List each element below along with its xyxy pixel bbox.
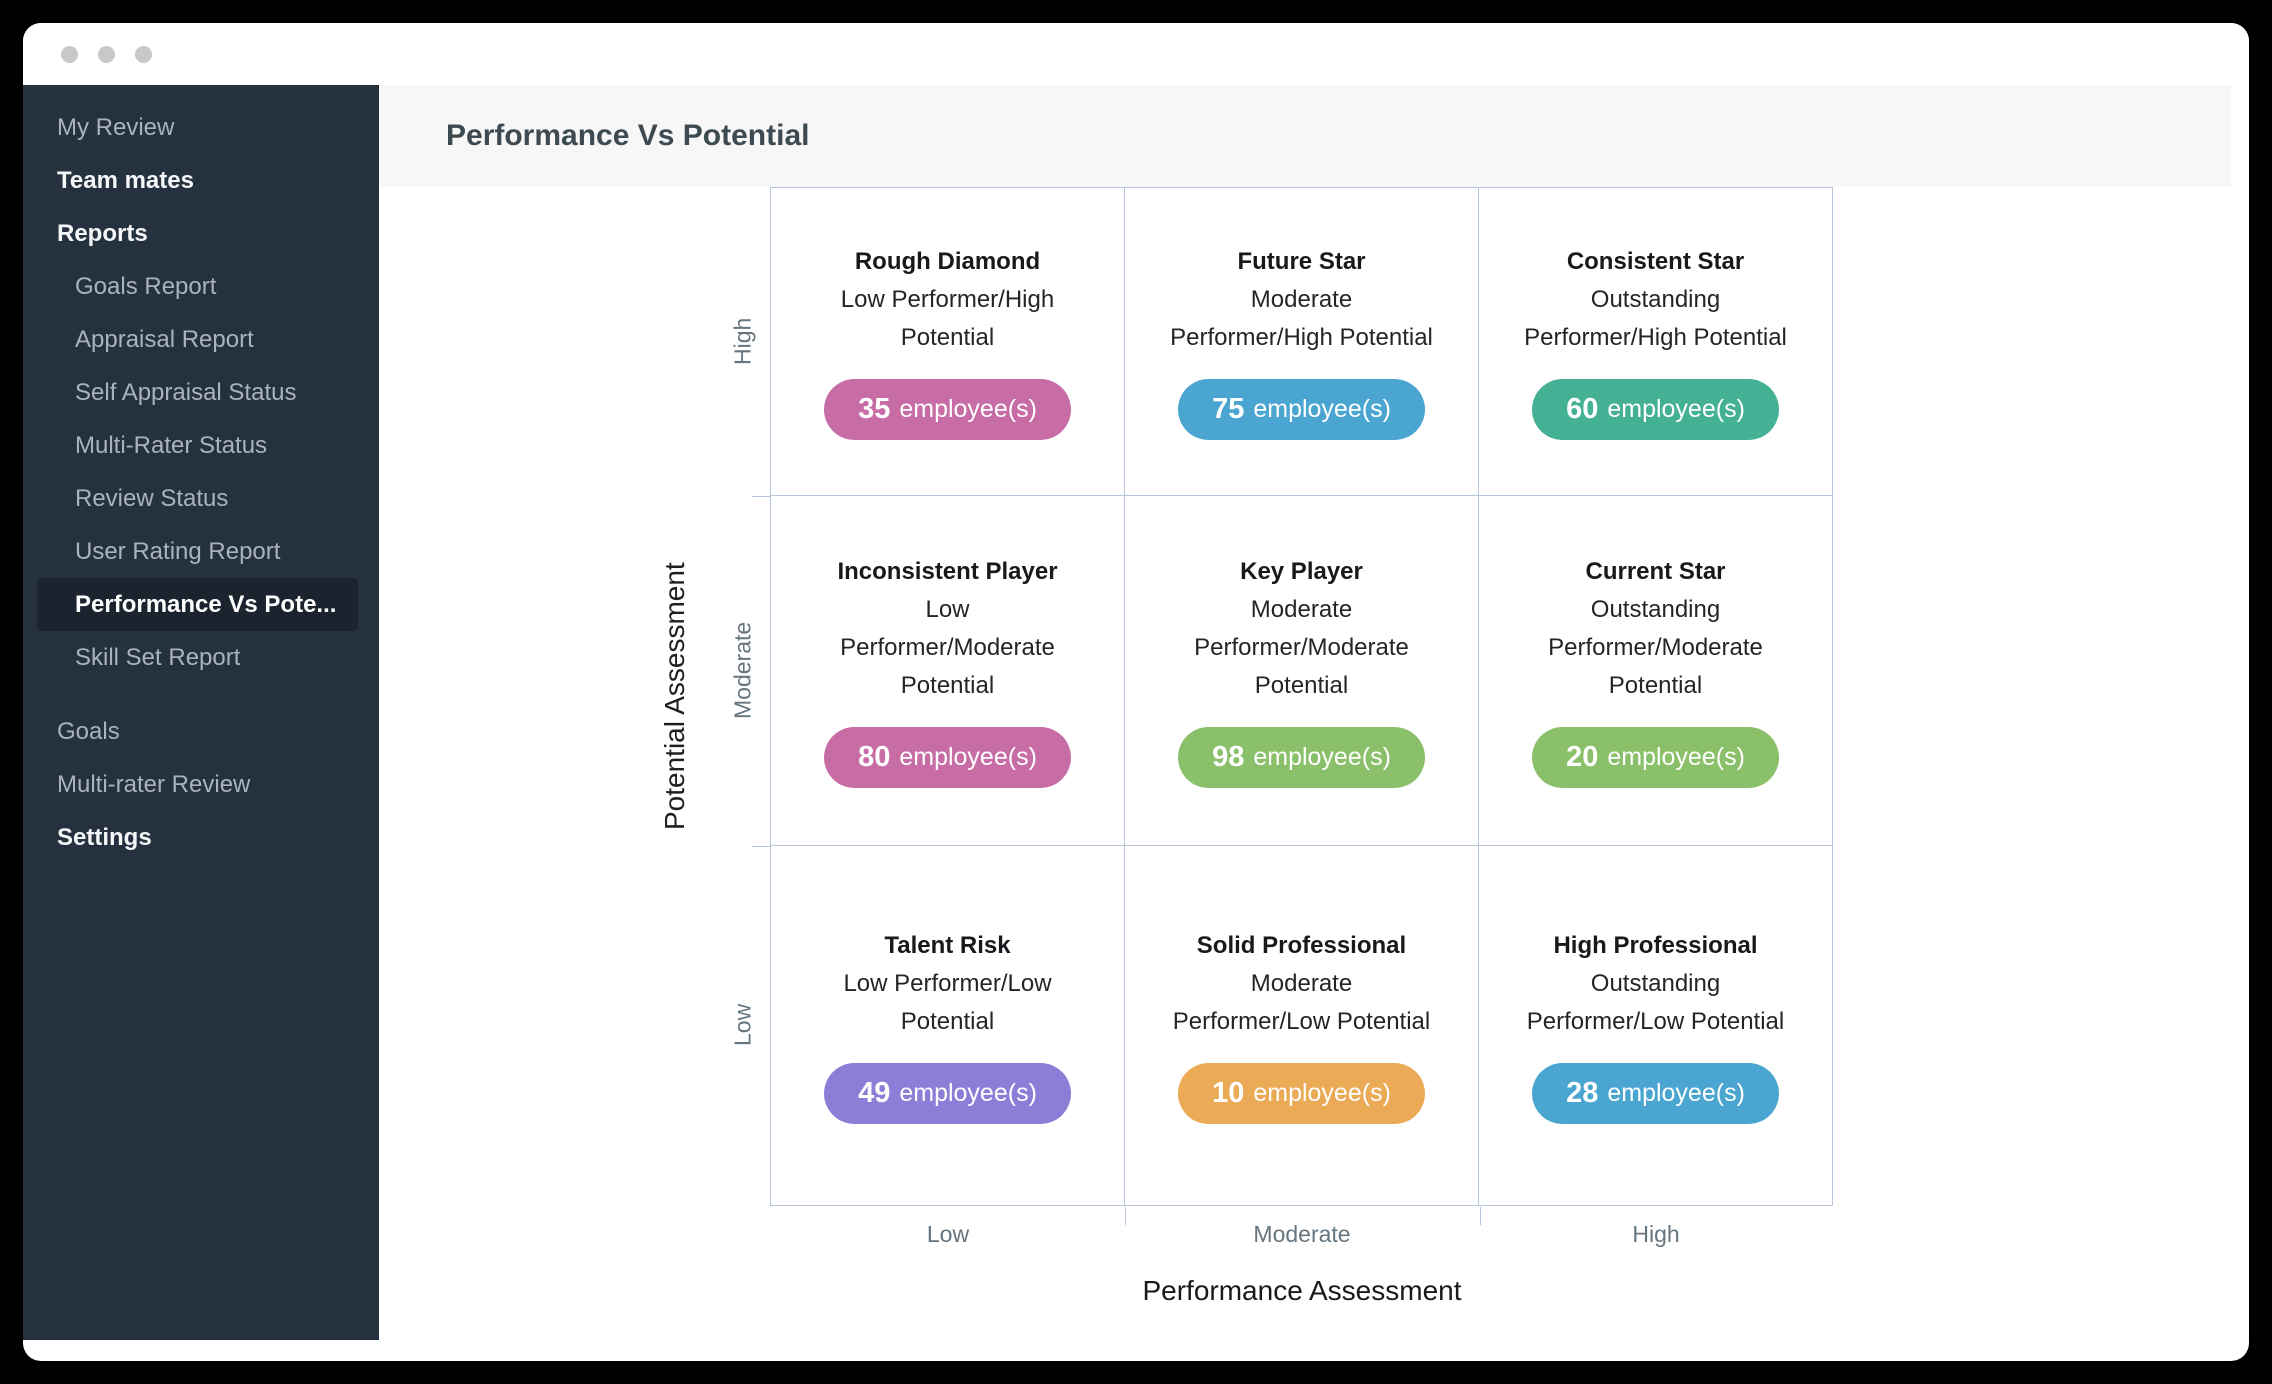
cell-title: Talent Risk xyxy=(884,932,1011,959)
sidebar: My Review Team mates Reports Goals Repor… xyxy=(23,85,379,1340)
x-tick-moderate: Moderate xyxy=(1253,1221,1351,1247)
row-tick xyxy=(752,496,770,497)
x-tick-high: High xyxy=(1632,1221,1680,1247)
col-tick xyxy=(1125,1207,1126,1225)
sidebar-item-team-mates[interactable]: Team mates xyxy=(57,167,194,194)
cell-title: Solid Professional xyxy=(1196,932,1407,959)
cell-title: Current Star xyxy=(1585,558,1726,585)
window-control-dot-zoom[interactable] xyxy=(135,45,152,63)
matrix-grid: Rough Diamond Low Performer/High Potenti… xyxy=(752,187,1833,1225)
cell-subtitle: Outstanding Performer/High Potential xyxy=(1524,286,1787,351)
cell-title: Rough Diamond xyxy=(854,248,1041,275)
cell-title: Future Star xyxy=(1237,248,1366,275)
employee-count-pill[interactable]: 20 employee(s) xyxy=(1532,727,1779,788)
employee-count: 10 xyxy=(1212,1077,1245,1109)
x-tick-low: Low xyxy=(926,1221,970,1247)
y-tick-high: High xyxy=(729,317,756,365)
employee-count-pill[interactable]: 60 employee(s) xyxy=(1532,379,1779,440)
sidebar-item-reports[interactable]: Reports xyxy=(57,220,148,247)
sidebar-item-self-appraisal-status[interactable]: Self Appraisal Status xyxy=(75,379,297,406)
cell-subtitle: Moderate Performer/High Potential xyxy=(1170,286,1433,351)
app-body: My Review Team mates Reports Goals Repor… xyxy=(23,85,2231,1340)
employee-count-pill[interactable]: 49 employee(s) xyxy=(824,1063,1071,1124)
window-titlebar xyxy=(23,23,2249,85)
row-tick xyxy=(752,846,770,847)
sidebar-item-settings[interactable]: Settings xyxy=(57,824,152,851)
matrix-cell-solid-professional[interactable]: Solid Professional Moderate Performer/Lo… xyxy=(1125,846,1479,1206)
employee-unit: employee(s) xyxy=(1253,395,1391,423)
y-tick-low: Low xyxy=(729,1003,756,1047)
employee-unit: employee(s) xyxy=(1253,1079,1391,1107)
col-tick xyxy=(1480,1207,1481,1225)
cell-title: Consistent Star xyxy=(1566,248,1745,275)
employee-count: 75 xyxy=(1212,393,1245,425)
sidebar-item-appraisal-report[interactable]: Appraisal Report xyxy=(75,326,254,353)
cell-subtitle: Low Performer/Low Potential xyxy=(843,970,1052,1035)
sidebar-item-performance-vs-potential[interactable]: Performance Vs Pote... xyxy=(37,578,358,631)
matrix-cell-key-player[interactable]: Key Player Moderate Performer/Moderate P… xyxy=(1125,496,1479,846)
employee-unit: employee(s) xyxy=(1253,743,1391,771)
page-header: Performance Vs Potential xyxy=(379,85,2231,187)
employee-count-pill[interactable]: 28 employee(s) xyxy=(1532,1063,1779,1124)
employee-count: 49 xyxy=(858,1077,891,1109)
employee-unit: employee(s) xyxy=(899,1079,1037,1107)
employee-count-pill[interactable]: 98 employee(s) xyxy=(1178,727,1425,788)
employee-unit: employee(s) xyxy=(1607,395,1745,423)
employee-count: 80 xyxy=(858,741,891,773)
matrix-cell-inconsistent-player[interactable]: Inconsistent Player Low Performer/Modera… xyxy=(771,496,1125,846)
employee-count-pill[interactable]: 35 employee(s) xyxy=(824,379,1071,440)
employee-count-pill[interactable]: 10 employee(s) xyxy=(1178,1063,1425,1124)
matrix-cell-rough-diamond[interactable]: Rough Diamond Low Performer/High Potenti… xyxy=(771,188,1125,496)
cell-title: Inconsistent Player xyxy=(837,558,1058,585)
x-axis-title: Performance Assessment xyxy=(1142,1275,1462,1306)
cell-title: High Professional xyxy=(1553,932,1758,959)
page-title: Performance Vs Potential xyxy=(446,119,810,152)
matrix-cell-high-professional[interactable]: High Professional Outstanding Performer/… xyxy=(1479,846,1833,1206)
employee-count: 35 xyxy=(858,393,891,425)
cell-subtitle: Moderate Performer/Moderate Potential xyxy=(1194,596,1409,699)
employee-count: 20 xyxy=(1566,741,1599,773)
employee-unit: employee(s) xyxy=(1607,1079,1745,1107)
cell-subtitle: Low Performer/High Potential xyxy=(840,286,1055,351)
matrix-cell-talent-risk[interactable]: Talent Risk Low Performer/Low Potential … xyxy=(771,846,1125,1206)
sidebar-item-skill-set-report[interactable]: Skill Set Report xyxy=(75,644,241,671)
employee-count-pill[interactable]: 80 employee(s) xyxy=(824,727,1071,788)
window-control-dot-close[interactable] xyxy=(61,45,78,63)
cell-subtitle: Outstanding Performer/Low Potential xyxy=(1526,970,1785,1035)
y-tick-moderate: Moderate xyxy=(729,621,756,719)
matrix-cell-current-star[interactable]: Current Star Outstanding Performer/Moder… xyxy=(1479,496,1833,846)
sidebar-item-my-review[interactable]: My Review xyxy=(57,114,175,141)
matrix-cell-consistent-star[interactable]: Consistent Star Outstanding Performer/Hi… xyxy=(1479,188,1833,496)
cell-subtitle: Moderate Performer/Low Potential xyxy=(1172,970,1431,1035)
sidebar-item-review-status[interactable]: Review Status xyxy=(75,485,229,512)
cell-subtitle: Outstanding Performer/Moderate Potential xyxy=(1548,596,1763,699)
employee-unit: employee(s) xyxy=(899,395,1037,423)
cell-title: Key Player xyxy=(1240,558,1363,585)
sidebar-item-goals-report[interactable]: Goals Report xyxy=(75,273,217,300)
employee-count: 60 xyxy=(1566,393,1599,425)
window-control-dot-minimize[interactable] xyxy=(98,45,115,63)
sidebar-item-goals[interactable]: Goals xyxy=(57,718,120,745)
sidebar-item-user-rating-report[interactable]: User Rating Report xyxy=(75,538,281,565)
employee-unit: employee(s) xyxy=(1607,743,1745,771)
y-axis-title: Potential Assessment xyxy=(659,562,690,831)
matrix-cell-future-star[interactable]: Future Star Moderate Performer/High Pote… xyxy=(1125,188,1479,496)
app-window: My Review Team mates Reports Goals Repor… xyxy=(23,23,2249,1361)
cell-subtitle: Low Performer/Moderate Potential xyxy=(840,596,1055,699)
sidebar-item-multi-rater-review[interactable]: Multi-rater Review xyxy=(57,771,251,798)
employee-count: 98 xyxy=(1212,741,1245,773)
employee-count-pill[interactable]: 75 employee(s) xyxy=(1178,379,1425,440)
employee-count: 28 xyxy=(1566,1077,1599,1109)
main-area: Performance Vs Potential Potential Asses… xyxy=(379,85,2231,1340)
sidebar-item-multi-rater-status[interactable]: Multi-Rater Status xyxy=(75,432,268,459)
nine-box-chart: Potential Assessment High Moderate Low R… xyxy=(379,187,2231,1340)
employee-unit: employee(s) xyxy=(899,743,1037,771)
